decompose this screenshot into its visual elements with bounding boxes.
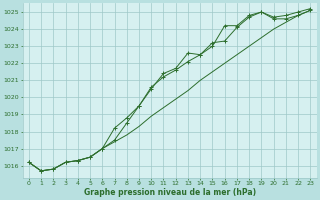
X-axis label: Graphe pression niveau de la mer (hPa): Graphe pression niveau de la mer (hPa) (84, 188, 256, 197)
